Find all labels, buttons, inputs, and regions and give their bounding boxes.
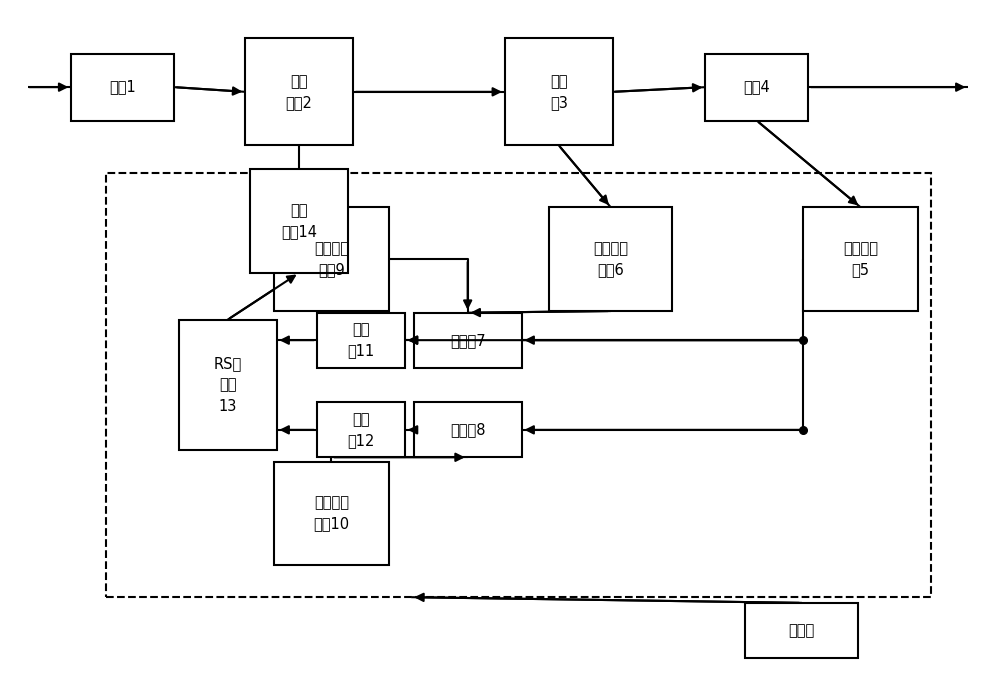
- Text: 滤波
装3: 滤波 装3: [550, 74, 568, 110]
- FancyBboxPatch shape: [274, 462, 389, 566]
- Text: 输八1: 输八1: [109, 80, 136, 95]
- FancyBboxPatch shape: [317, 313, 405, 367]
- FancyBboxPatch shape: [274, 208, 389, 311]
- Text: 减法器7: 减法器7: [450, 333, 485, 348]
- Text: 电流采样
电路6: 电流采样 电路6: [593, 241, 628, 277]
- FancyBboxPatch shape: [317, 402, 405, 458]
- FancyBboxPatch shape: [549, 208, 672, 311]
- FancyBboxPatch shape: [803, 208, 918, 311]
- Text: 比较
器12: 比较 器12: [347, 412, 375, 448]
- FancyBboxPatch shape: [505, 38, 613, 145]
- Text: 上限基准
电厒9: 上限基准 电厒9: [314, 241, 349, 277]
- Text: 加法器8: 加法器8: [450, 422, 485, 437]
- FancyBboxPatch shape: [705, 54, 808, 121]
- Text: 控制器: 控制器: [789, 623, 815, 638]
- FancyBboxPatch shape: [250, 169, 348, 273]
- Text: 开关
装刘2: 开关 装刘2: [286, 74, 313, 110]
- Text: 电压检测
装5: 电压检测 装5: [843, 241, 878, 277]
- FancyBboxPatch shape: [71, 54, 174, 121]
- Text: 输出4: 输出4: [743, 80, 770, 95]
- FancyBboxPatch shape: [414, 313, 522, 367]
- Text: RS触
发器
13: RS触 发器 13: [213, 357, 242, 413]
- Text: 比较
器11: 比较 器11: [347, 322, 374, 358]
- Text: 下限基准
电厉10: 下限基准 电厉10: [313, 496, 350, 531]
- Text: 驱动
电路14: 驱动 电路14: [281, 203, 317, 239]
- FancyBboxPatch shape: [245, 38, 353, 145]
- FancyBboxPatch shape: [179, 320, 277, 450]
- FancyBboxPatch shape: [745, 603, 858, 658]
- FancyBboxPatch shape: [414, 402, 522, 458]
